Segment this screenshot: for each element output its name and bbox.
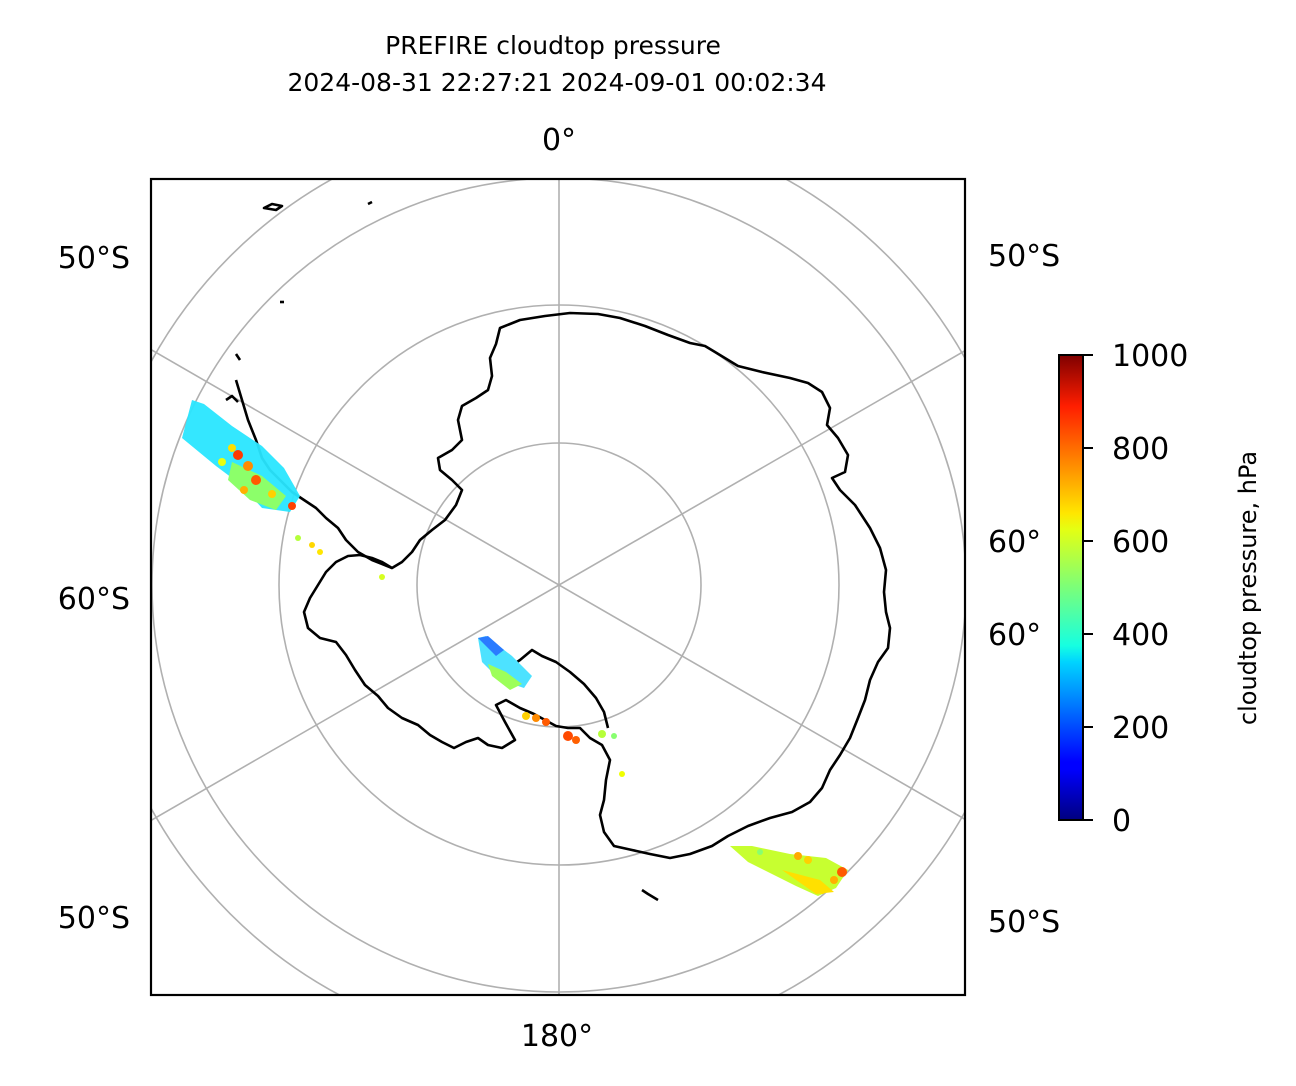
colorbar-tick-label: 600 bbox=[1112, 525, 1169, 560]
label-left-upper: 50°S bbox=[58, 241, 130, 276]
point bbox=[619, 771, 625, 777]
island-2 bbox=[367, 200, 373, 206]
point bbox=[268, 490, 276, 498]
point bbox=[295, 535, 301, 541]
cloudtop-swaths bbox=[182, 400, 848, 896]
title-line-2: 2024-08-31 22:27:21 2024-09-01 00:02:34 bbox=[288, 68, 827, 97]
label-right-upper: 50°S bbox=[988, 239, 1060, 274]
point bbox=[563, 731, 573, 741]
point bbox=[818, 886, 826, 894]
colorbar-tick-label: 1000 bbox=[1112, 339, 1188, 374]
point bbox=[379, 574, 385, 580]
point bbox=[757, 849, 763, 855]
island-4 bbox=[225, 394, 239, 403]
label-right-mid-a: 60° bbox=[988, 525, 1041, 560]
colorbar-tick-label: 800 bbox=[1112, 432, 1169, 467]
label-left-middle: 60°S bbox=[58, 582, 130, 617]
colorbar-tick-label: 200 bbox=[1112, 711, 1169, 746]
point bbox=[522, 712, 530, 720]
label-bottom-180: 180° bbox=[521, 1019, 593, 1054]
label-right-lower: 50°S bbox=[988, 905, 1060, 940]
swath-center-green bbox=[488, 664, 522, 690]
antarctica-coastline bbox=[302, 311, 892, 860]
label-right-mid-b: 60° bbox=[988, 618, 1041, 653]
point bbox=[794, 852, 802, 860]
point bbox=[804, 856, 812, 864]
ross-ice-front bbox=[507, 648, 610, 729]
colorbar-ticks bbox=[1083, 354, 1093, 821]
island-3 bbox=[234, 353, 242, 361]
label-left-lower: 50°S bbox=[58, 901, 130, 936]
swath-west-points bbox=[218, 444, 385, 580]
point bbox=[243, 461, 253, 471]
island-5 bbox=[641, 888, 659, 902]
label-top-0: 0° bbox=[542, 123, 576, 158]
swath-center-blue bbox=[478, 636, 504, 656]
colorbar: 0 200 400 600 800 1000 cloudtop pressure… bbox=[1058, 339, 1262, 839]
point bbox=[240, 486, 248, 494]
point bbox=[542, 718, 550, 726]
swath-center-points bbox=[522, 712, 625, 777]
point bbox=[288, 502, 296, 510]
point bbox=[572, 736, 580, 744]
point bbox=[233, 450, 243, 460]
graticule-labels: 0° 180° 50°S 60°S 50°S 50°S 60° 60° 50°S bbox=[58, 123, 1060, 1054]
swath-west-green bbox=[228, 462, 286, 510]
point bbox=[251, 475, 261, 485]
colorbar-label: cloudtop pressure, hPa bbox=[1234, 451, 1262, 725]
point bbox=[228, 444, 236, 452]
island-1 bbox=[262, 202, 284, 212]
colorbar-tick-label: 400 bbox=[1112, 618, 1169, 653]
point bbox=[218, 458, 226, 466]
map-frame bbox=[149, 177, 967, 997]
point bbox=[830, 876, 838, 884]
point bbox=[317, 549, 323, 555]
point bbox=[837, 867, 847, 877]
title-line-1: PREFIRE cloudtop pressure bbox=[385, 31, 721, 60]
meridian-120 bbox=[151, 349, 965, 822]
swath-east-points bbox=[757, 849, 847, 894]
point bbox=[309, 542, 315, 548]
point bbox=[532, 714, 540, 722]
colorbar-gradient bbox=[1058, 354, 1084, 821]
map-panel bbox=[149, 177, 967, 997]
colorbar-tick-label: 0 bbox=[1112, 804, 1131, 839]
point bbox=[598, 730, 606, 738]
point bbox=[611, 733, 617, 739]
